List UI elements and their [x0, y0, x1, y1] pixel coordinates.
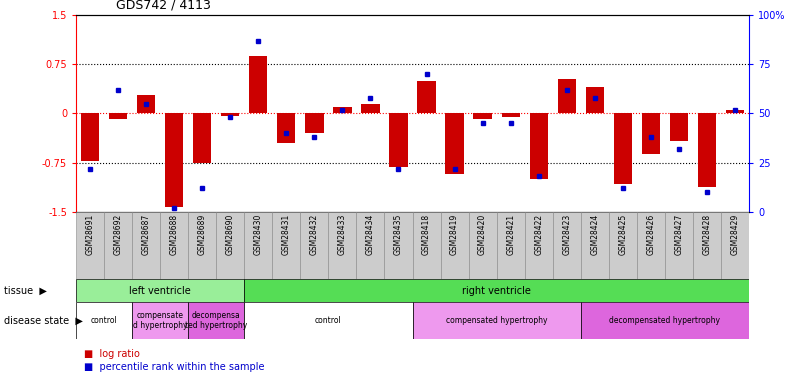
Bar — [221, 113, 239, 116]
Text: GSM28429: GSM28429 — [731, 214, 739, 255]
Bar — [642, 113, 660, 154]
Text: GSM28433: GSM28433 — [338, 214, 347, 255]
Bar — [609, 212, 637, 279]
Bar — [188, 302, 244, 339]
Bar — [305, 113, 324, 133]
Text: GSM28434: GSM28434 — [366, 214, 375, 255]
Bar — [244, 212, 272, 279]
Bar — [389, 113, 408, 167]
Bar — [277, 113, 296, 143]
Bar — [497, 212, 525, 279]
Bar — [557, 80, 576, 113]
Bar — [721, 212, 749, 279]
Text: GSM28432: GSM28432 — [310, 214, 319, 255]
Bar — [165, 113, 183, 207]
Bar — [249, 56, 268, 113]
Text: compensated hypertrophy: compensated hypertrophy — [446, 316, 547, 325]
Bar — [665, 212, 693, 279]
Bar — [473, 113, 492, 118]
Bar — [670, 113, 688, 141]
Text: GSM28688: GSM28688 — [170, 214, 179, 255]
Bar — [137, 95, 155, 113]
Text: right ventricle: right ventricle — [462, 286, 531, 296]
Bar — [581, 302, 749, 339]
Text: GSM28420: GSM28420 — [478, 214, 487, 255]
Text: GSM28690: GSM28690 — [226, 214, 235, 255]
Bar — [698, 113, 716, 187]
Text: ■  percentile rank within the sample: ■ percentile rank within the sample — [84, 363, 264, 372]
Text: GSM28692: GSM28692 — [114, 214, 123, 255]
Text: control: control — [315, 316, 342, 325]
Text: GSM28691: GSM28691 — [86, 214, 95, 255]
Bar — [193, 113, 211, 163]
Bar — [469, 212, 497, 279]
Text: control: control — [91, 316, 118, 325]
Text: GSM28430: GSM28430 — [254, 214, 263, 255]
Text: GSM28689: GSM28689 — [198, 214, 207, 255]
Bar — [76, 212, 104, 279]
Bar — [384, 212, 413, 279]
Bar — [529, 113, 548, 179]
Text: GSM28421: GSM28421 — [506, 214, 515, 255]
Bar — [356, 212, 384, 279]
Text: tissue  ▶: tissue ▶ — [4, 286, 47, 296]
Bar — [81, 113, 99, 160]
Text: decompensa
ted hypertrophy: decompensa ted hypertrophy — [185, 311, 248, 330]
Bar — [333, 107, 352, 113]
Bar — [581, 212, 609, 279]
Text: GDS742 / 4113: GDS742 / 4113 — [116, 0, 211, 11]
Text: GSM28422: GSM28422 — [534, 214, 543, 255]
Bar — [614, 113, 632, 184]
Text: GSM28418: GSM28418 — [422, 214, 431, 255]
Bar — [109, 113, 127, 118]
Text: GSM28435: GSM28435 — [394, 214, 403, 255]
Bar — [160, 212, 188, 279]
Text: compensate
d hypertrophy: compensate d hypertrophy — [133, 311, 187, 330]
Bar — [586, 87, 604, 113]
Bar — [244, 279, 749, 302]
Bar — [300, 212, 328, 279]
Text: decompensated hypertrophy: decompensated hypertrophy — [610, 316, 720, 325]
Text: GSM28423: GSM28423 — [562, 214, 571, 255]
Bar — [244, 302, 413, 339]
Bar — [525, 212, 553, 279]
Bar — [417, 81, 436, 113]
Text: GSM28687: GSM28687 — [142, 214, 151, 255]
Bar — [328, 212, 356, 279]
Bar — [726, 110, 744, 113]
Bar — [413, 212, 441, 279]
Text: GSM28427: GSM28427 — [674, 214, 683, 255]
Text: GSM28428: GSM28428 — [702, 214, 711, 255]
Bar — [272, 212, 300, 279]
Bar — [441, 212, 469, 279]
Bar — [445, 113, 464, 174]
Bar — [76, 279, 244, 302]
Text: GSM28425: GSM28425 — [618, 214, 627, 255]
Text: disease state  ▶: disease state ▶ — [4, 316, 83, 326]
Bar — [413, 302, 581, 339]
Text: GSM28431: GSM28431 — [282, 214, 291, 255]
Bar — [216, 212, 244, 279]
Bar — [188, 212, 216, 279]
Bar — [361, 104, 380, 113]
Text: GSM28426: GSM28426 — [646, 214, 655, 255]
Bar — [132, 302, 188, 339]
Bar — [637, 212, 665, 279]
Bar — [693, 212, 721, 279]
Text: GSM28424: GSM28424 — [590, 214, 599, 255]
Bar — [501, 113, 520, 117]
Text: left ventricle: left ventricle — [129, 286, 191, 296]
Bar — [132, 212, 160, 279]
Bar — [553, 212, 581, 279]
Bar — [104, 212, 132, 279]
Text: GSM28419: GSM28419 — [450, 214, 459, 255]
Bar — [76, 302, 132, 339]
Text: ■  log ratio: ■ log ratio — [84, 350, 140, 359]
